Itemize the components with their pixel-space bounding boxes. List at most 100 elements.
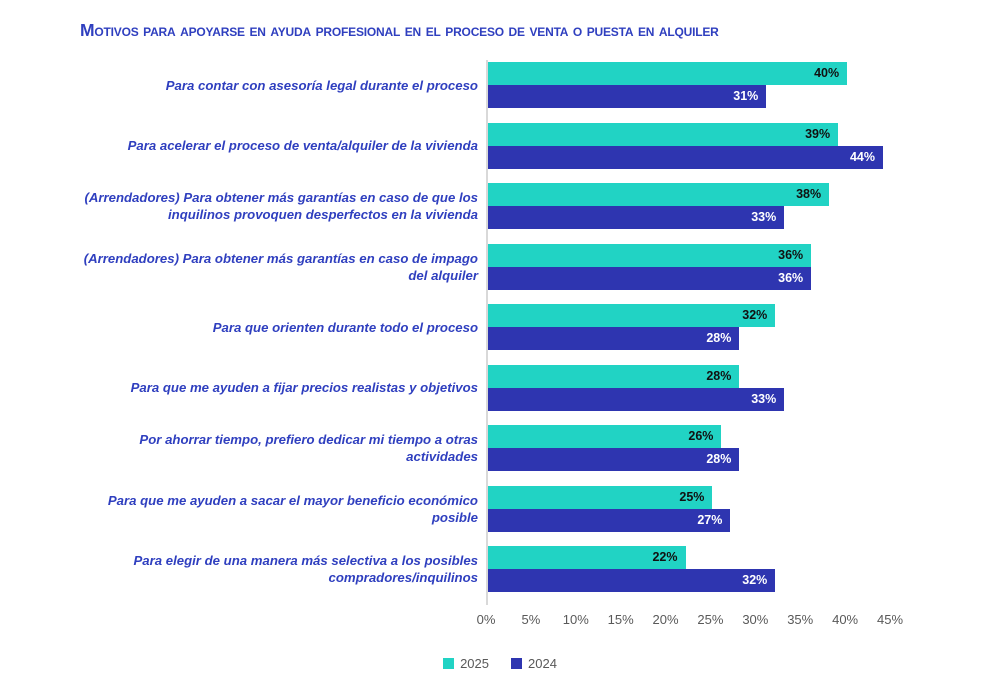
bar-2024[interactable]: 27% (488, 508, 731, 532)
category-label-line: inquilinos provoquen desperfectos en la … (168, 207, 478, 223)
bar-fill (488, 425, 722, 448)
bar-2025[interactable]: 25% (488, 485, 713, 509)
x-axis: 0% 5% 10% 15% 20% 25% 30% 35% 40% 45% (0, 612, 1000, 636)
bar-fill (488, 304, 776, 327)
bar-2025[interactable]: 22% (488, 546, 686, 569)
bar-2025[interactable]: 36% (488, 243, 812, 267)
bar-2025[interactable]: 38% (488, 183, 830, 206)
x-axis-tick: 40% (832, 612, 859, 627)
legend-swatch-icon (511, 657, 522, 669)
bar-fill (488, 266, 812, 290)
bar-2024[interactable]: 36% (488, 266, 812, 290)
legend-item-2025[interactable]: 2025 (443, 656, 489, 671)
bar-value-label: 32% (742, 573, 768, 587)
chart-legend: 2025 2024 (0, 652, 1000, 674)
category-label: Para elegir de una manera más selectiva … (78, 539, 478, 600)
x-axis-tick: 30% (742, 612, 769, 627)
category-label-line: Para elegir de una manera más selectiva … (133, 553, 478, 569)
chart-title: Motivos para apoyarse en ayuda profesion… (80, 20, 719, 40)
bar-fill (488, 183, 830, 206)
legend-swatch-icon (443, 657, 455, 669)
x-axis-tick: 10% (562, 612, 589, 627)
bar-2025[interactable]: 39% (488, 122, 839, 146)
x-axis-tick: 25% (697, 612, 724, 627)
bar-value-label: 25% (679, 489, 705, 504)
bar-value-label: 36% (778, 247, 804, 262)
category-label-line: Para que me ayuden a fijar precios reali… (130, 380, 478, 396)
x-axis-tick: 0% (476, 612, 496, 627)
category-label-line: del alquiler (408, 267, 478, 283)
value-axis-line (486, 60, 488, 605)
bar-group: Para contar con asesoría legal durante e… (0, 55, 1000, 116)
x-axis-tick: 20% (652, 612, 679, 627)
bar-2025[interactable]: 40% (488, 62, 848, 85)
bar-group: Por ahorrar tiempo, prefiero dedicar mi … (0, 418, 1000, 479)
x-axis-tick: 35% (787, 612, 814, 627)
bar-group: (Arrendadores) Para obtener más garantía… (0, 237, 1000, 298)
bar-value-label: 44% (849, 149, 876, 164)
bar-fill (488, 145, 884, 169)
bar-2024[interactable]: 28% (488, 327, 740, 350)
bar-value-label: 40% (814, 66, 840, 80)
bar-group: Para que me ayuden a fijar precios reali… (0, 358, 1000, 419)
bar-fill (488, 387, 785, 411)
category-label-line: (Arrendadores) Para obtener más garantía… (83, 250, 478, 266)
bar-group: (Arrendadores) Para obtener más garantía… (0, 176, 1000, 237)
bar-fill (488, 364, 740, 388)
category-label: Por ahorrar tiempo, prefiero dedicar mi … (78, 418, 478, 479)
category-label: Para que me ayuden a fijar precios reali… (78, 358, 478, 419)
bar-2024[interactable]: 32% (488, 569, 776, 592)
x-axis-tick: 15% (607, 612, 634, 627)
bar-group: Para que me ayuden a sacar el mayor bene… (0, 479, 1000, 540)
bar-value-label: 32% (742, 308, 768, 322)
category-label-line: compradores/inquilinos (328, 570, 478, 586)
bar-fill (488, 508, 731, 532)
bar-2024[interactable]: 31% (488, 85, 767, 108)
bar-fill (488, 569, 776, 592)
bar-group: Para elegir de una manera más selectiva … (0, 539, 1000, 600)
bar-fill (488, 206, 785, 229)
bar-2024[interactable]: 33% (488, 387, 785, 411)
bar-2025[interactable]: 32% (488, 304, 776, 327)
x-axis-tick: 5% (521, 612, 541, 627)
bar-value-label: 28% (706, 368, 732, 383)
bar-2024[interactable]: 33% (488, 206, 785, 229)
bar-fill (488, 485, 713, 509)
category-label: Para que orienten durante todo el proces… (78, 297, 478, 358)
category-label: Para contar con asesoría legal durante e… (78, 55, 478, 116)
bar-2024[interactable]: 28% (488, 448, 740, 471)
bar-group: Para que orienten durante todo el proces… (0, 297, 1000, 358)
bar-value-label: 36% (778, 270, 804, 285)
category-label: Para acelerar el proceso de venta/alquil… (78, 116, 478, 177)
bar-fill (488, 62, 848, 85)
plot-area: Para contar con asesoría legal durante e… (0, 55, 1000, 605)
category-label: (Arrendadores) Para obtener más garantía… (78, 176, 478, 237)
bar-2025[interactable]: 26% (488, 425, 722, 448)
bar-value-label: 33% (751, 391, 777, 406)
bar-fill (488, 122, 839, 146)
category-label-line: Para que me ayuden a sacar el mayor bene… (107, 492, 478, 508)
bar-value-label: 28% (706, 331, 732, 345)
bar-group: Para acelerar el proceso de venta/alquil… (0, 116, 1000, 177)
legend-label: 2024 (528, 655, 557, 671)
bar-value-label: 27% (697, 512, 723, 527)
category-label-line: Por ahorrar tiempo, prefiero dedicar mi … (139, 432, 478, 448)
bar-2024[interactable]: 44% (488, 145, 884, 169)
category-label-line: Para acelerar el proceso de venta/alquil… (127, 138, 478, 154)
category-label-line: (Arrendadores) Para obtener más garantía… (84, 190, 478, 206)
bar-value-label: 28% (706, 452, 732, 466)
bar-fill (488, 327, 740, 350)
category-label: Para que me ayuden a sacar el mayor bene… (78, 479, 478, 540)
bar-value-label: 38% (796, 187, 822, 201)
bar-value-label: 26% (688, 429, 714, 443)
bar-fill (488, 448, 740, 471)
bar-2025[interactable]: 28% (488, 364, 740, 388)
category-label-line: posible (431, 509, 478, 525)
legend-item-2024[interactable]: 2024 (511, 656, 557, 671)
bar-fill (488, 243, 812, 267)
bar-fill (488, 546, 686, 569)
bar-value-label: 33% (751, 210, 777, 224)
bar-fill (488, 85, 767, 108)
x-axis-tick: 45% (876, 612, 904, 627)
